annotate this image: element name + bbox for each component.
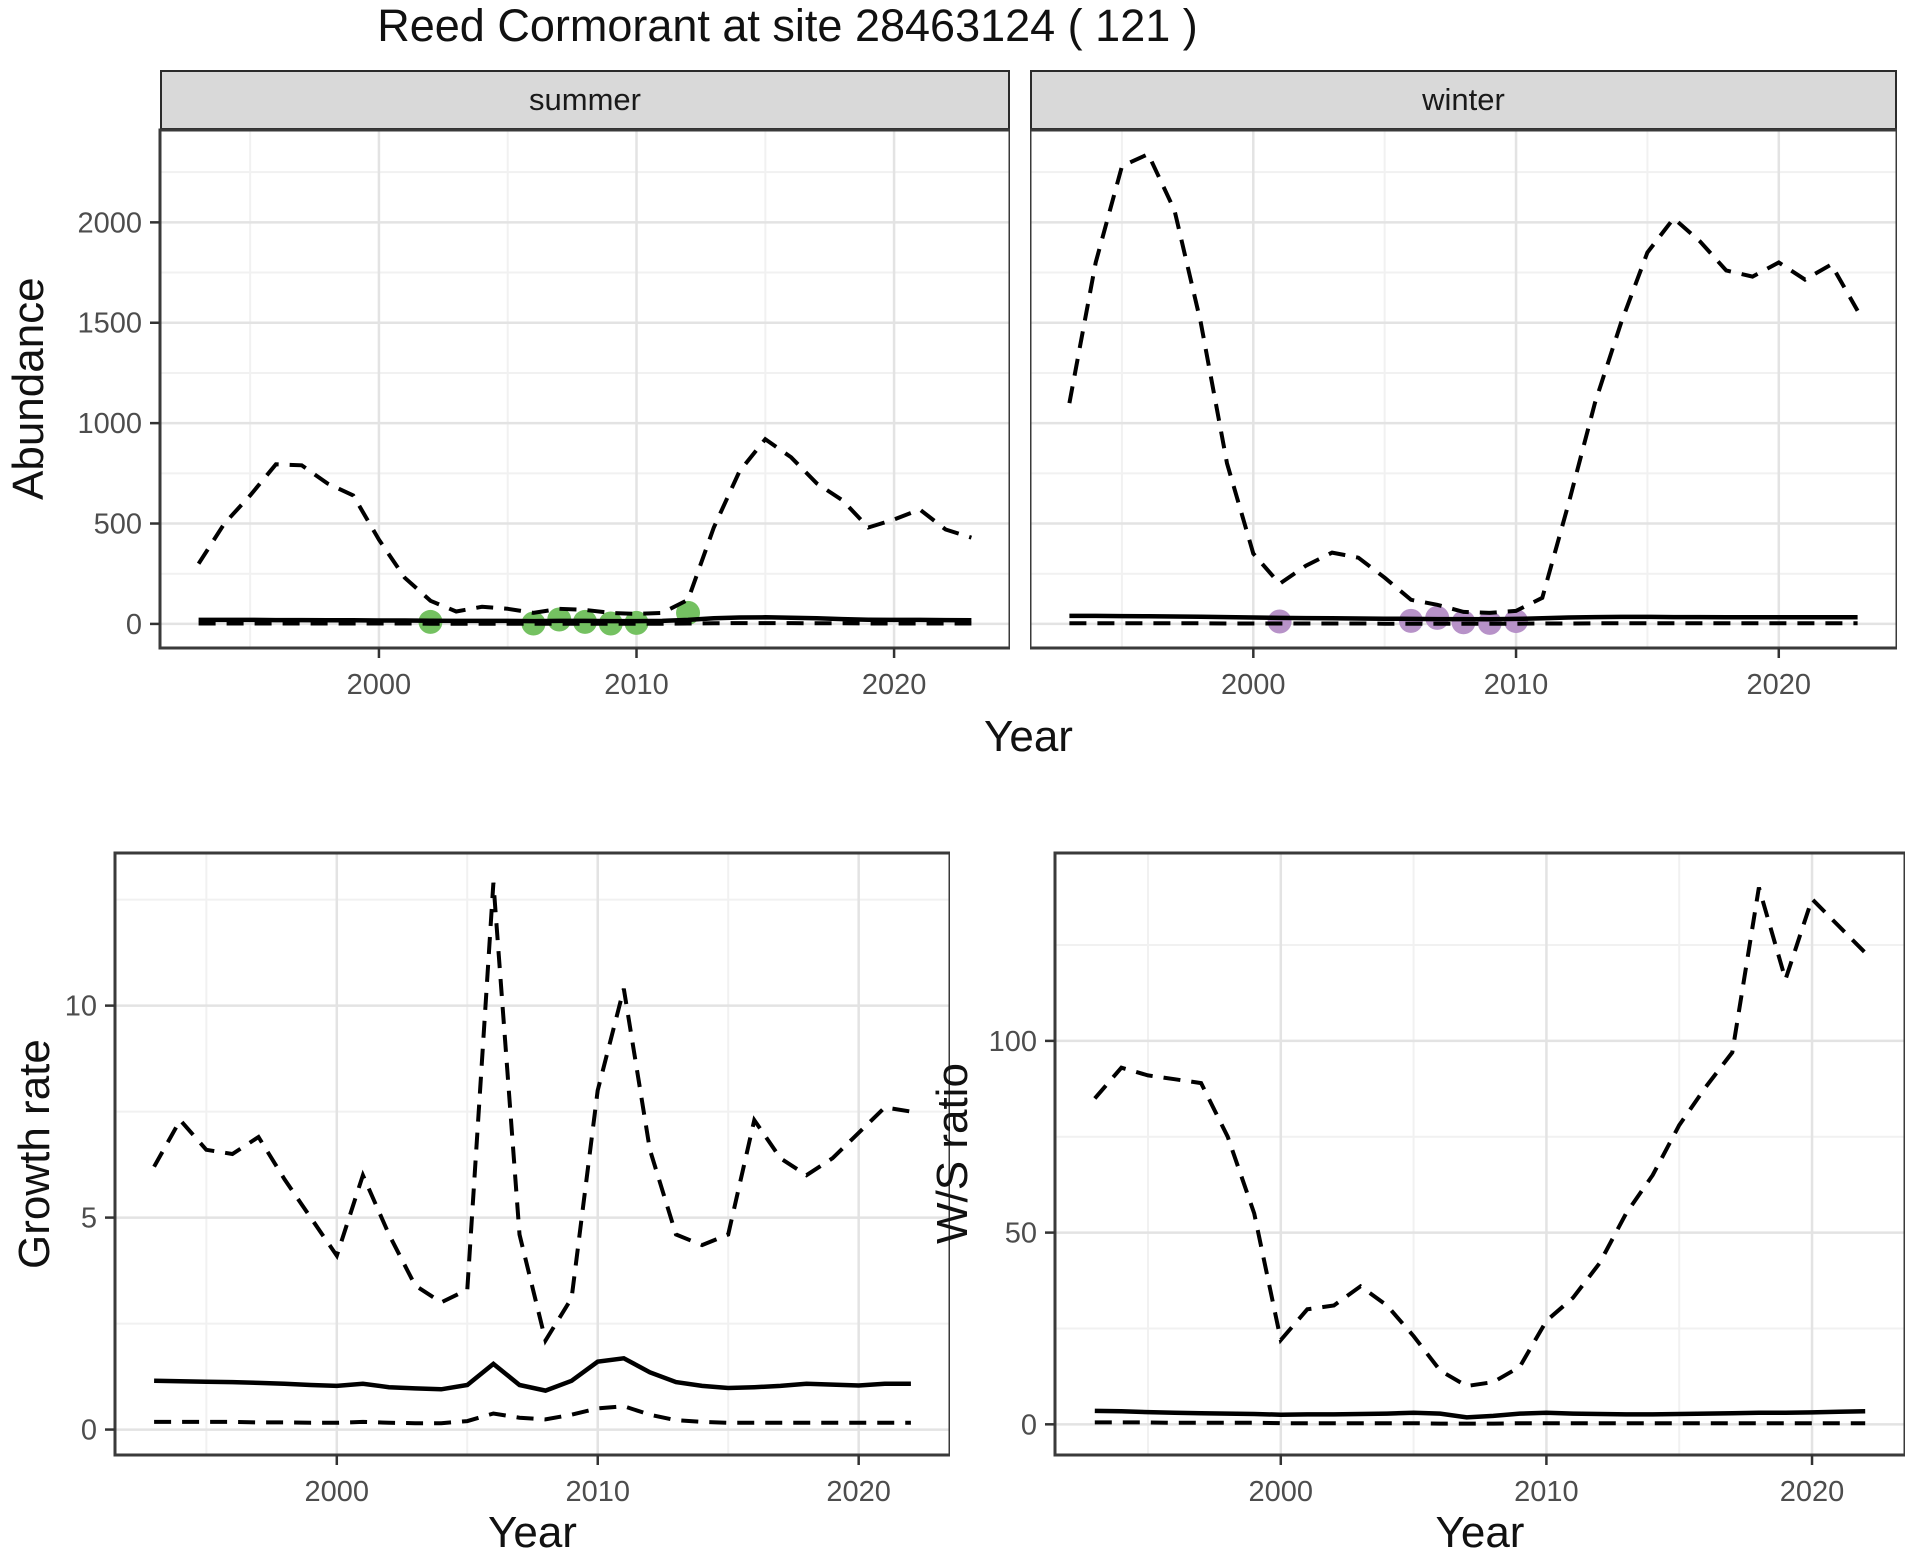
- y-tick-label: 1000: [77, 408, 142, 440]
- facet-strip-winter: winter: [1030, 70, 1897, 130]
- y-tick-label: 100: [989, 1026, 1037, 1058]
- series-upper_ci: [1067, 151, 1860, 615]
- abundance-winter-panel: 2000 2010 2020: [1030, 128, 1897, 701]
- x-axis-title-top: Year: [984, 712, 1073, 761]
- x-tick-label: 2020: [826, 1476, 891, 1508]
- x-tick-label: 2000: [1249, 1476, 1314, 1508]
- x-axis-title-growth-rate: Year: [488, 1508, 577, 1557]
- series-median: [1094, 1408, 1866, 1420]
- growth-rate-panel: 2000 2010 2020 0 5 10: [65, 851, 950, 1508]
- x-tick-label: 2020: [862, 669, 927, 701]
- series-lower_ci: [1094, 1420, 1866, 1426]
- x-tick-label: 2000: [347, 669, 412, 701]
- x-tick-label: 2010: [604, 669, 669, 701]
- series-upper_ci: [196, 436, 972, 616]
- y-tick-label: 2000: [77, 207, 142, 239]
- y-axis-title-abundance: Abundance: [4, 277, 53, 501]
- series-median: [154, 1355, 911, 1393]
- y-tick-label: 500: [94, 509, 142, 541]
- data-point: [1267, 609, 1292, 634]
- series-lower_ci: [198, 621, 972, 626]
- plot-title: Reed Cormorant at site 28463124 ( 121 ): [377, 0, 1198, 51]
- y-tick-label: 0: [1021, 1409, 1037, 1441]
- y-tick-label: 5: [81, 1203, 97, 1235]
- data-point: [521, 611, 546, 636]
- x-tick-label: 2020: [1780, 1476, 1845, 1508]
- y-tick-label: 0: [126, 609, 142, 641]
- x-axis-title-ws-ratio: Year: [1435, 1508, 1525, 1557]
- x-tick-label: 2000: [1221, 669, 1286, 701]
- series-lower_ci: [154, 1404, 911, 1426]
- y-tick-label: 0: [81, 1415, 97, 1447]
- x-tick-label: 2010: [1484, 669, 1549, 701]
- y-tick-label: 1500: [77, 308, 142, 340]
- series-upper_ci: [1093, 886, 1867, 1389]
- data-point: [598, 611, 623, 636]
- series-median: [1069, 613, 1858, 622]
- x-tick-label: 2010: [565, 1476, 630, 1508]
- facet-strip-winter-label: winter: [1422, 82, 1505, 117]
- facet-strip-summer: summer: [160, 70, 1010, 130]
- series-upper_ci: [152, 882, 912, 1346]
- x-tick-label: 2000: [305, 1476, 370, 1508]
- series-median: [198, 615, 972, 624]
- y-tick-label: 50: [1005, 1218, 1037, 1250]
- x-tick-label: 2010: [1514, 1476, 1579, 1508]
- x-tick-label: 2020: [1747, 669, 1812, 701]
- y-tick-label: 10: [65, 991, 97, 1023]
- ws-ratio-panel: 2000 2010 2020 0 50 100: [989, 851, 1905, 1508]
- facet-strip-summer-label: summer: [529, 82, 641, 117]
- abundance-summer-panel: 2000 2010 2020 0 500 1000 1500 2000: [77, 128, 1010, 701]
